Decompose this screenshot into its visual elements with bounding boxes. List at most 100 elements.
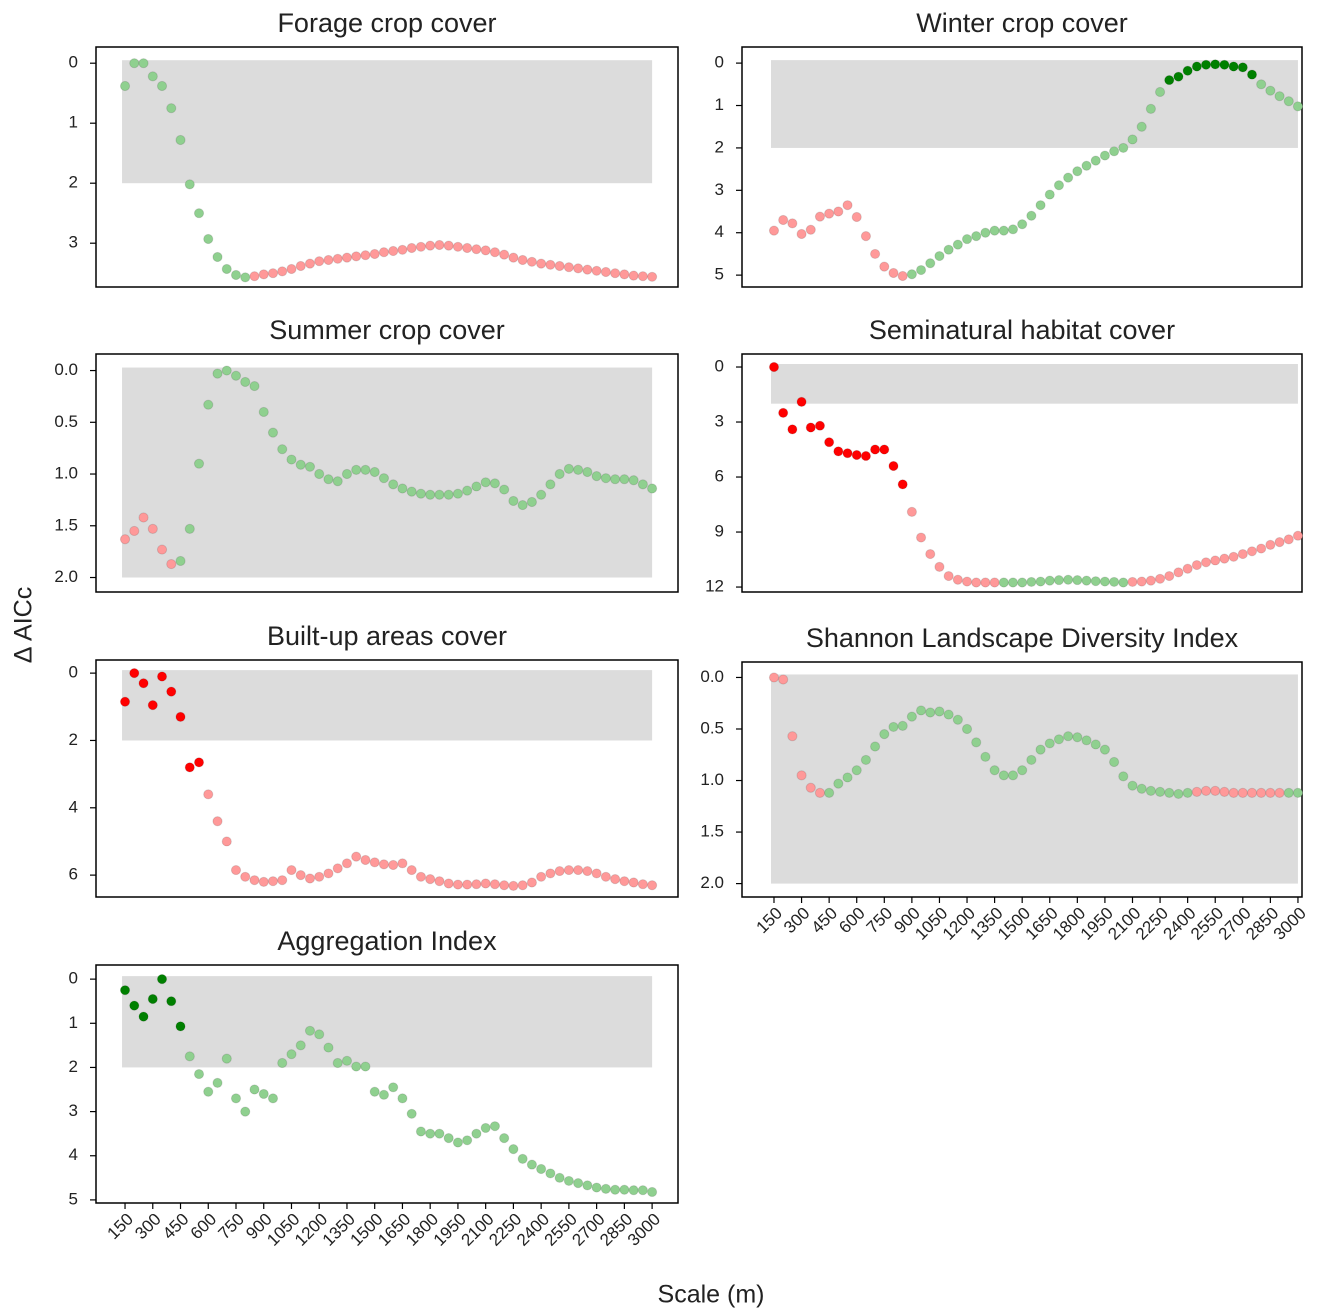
point (842, 448, 853, 459)
point (1118, 771, 1129, 782)
point (860, 231, 872, 242)
point (314, 256, 325, 267)
point (610, 268, 621, 279)
point (888, 267, 899, 279)
point (304, 461, 316, 472)
y-tick-label: 0.5 (700, 718, 724, 737)
point (637, 879, 648, 890)
point (434, 489, 445, 500)
point (508, 1144, 519, 1155)
point (351, 251, 362, 262)
point (184, 523, 195, 534)
point (471, 244, 482, 255)
point (360, 854, 371, 866)
point (1145, 575, 1156, 586)
plot-frame (741, 353, 1303, 593)
point (1154, 86, 1166, 98)
point (1044, 189, 1055, 200)
x-tick-label: 450 (159, 1210, 192, 1243)
point (1072, 732, 1083, 743)
point (425, 489, 436, 500)
point (915, 264, 927, 276)
point (166, 996, 177, 1007)
point (351, 1061, 362, 1072)
y-tick-label: 0.5 (54, 412, 78, 431)
point (1191, 786, 1202, 797)
point (360, 464, 371, 475)
point (1191, 559, 1202, 571)
panel-title: Shannon Landscape Diversity Index (806, 623, 1239, 653)
point (563, 463, 574, 474)
y-tick-label: 0 (69, 969, 78, 988)
point (600, 473, 611, 484)
point (934, 250, 945, 262)
point (554, 468, 565, 480)
point (314, 871, 325, 882)
y-tick-label: 3 (715, 412, 724, 431)
point (1127, 134, 1138, 145)
point (129, 58, 140, 69)
point (961, 233, 973, 245)
point (489, 879, 501, 890)
point (573, 464, 584, 475)
point (489, 247, 501, 258)
point (443, 878, 454, 889)
point (452, 241, 464, 252)
point (415, 1126, 427, 1137)
point (304, 258, 316, 269)
point (341, 252, 353, 263)
y-tick-label: 2 (69, 730, 78, 749)
point (814, 420, 826, 431)
point (897, 479, 908, 490)
panel-title: Summer crop cover (269, 315, 505, 345)
point (286, 1049, 297, 1060)
point (582, 1180, 593, 1191)
point (341, 1055, 353, 1066)
point (943, 570, 954, 582)
point (332, 253, 343, 264)
point (332, 1057, 343, 1069)
point (452, 1137, 464, 1148)
point (591, 1182, 602, 1193)
point (805, 422, 816, 433)
point (1200, 59, 1212, 70)
point (499, 484, 510, 495)
point (406, 864, 417, 876)
point (517, 880, 528, 891)
point (647, 1186, 658, 1198)
point (332, 863, 343, 874)
point (554, 260, 565, 272)
point (1090, 576, 1101, 587)
plot-frame (95, 964, 679, 1204)
reference-band (122, 60, 653, 184)
point (415, 241, 427, 252)
y-tick-label: 2.0 (54, 567, 78, 586)
point (628, 1185, 639, 1196)
point (1256, 787, 1267, 798)
point (1099, 744, 1111, 755)
x-tick-label: 300 (131, 1210, 164, 1243)
point (1072, 574, 1083, 586)
y-tick-label: 6 (715, 467, 724, 486)
point (1136, 121, 1147, 132)
point (879, 261, 890, 272)
point (833, 446, 844, 457)
point (1182, 563, 1193, 574)
point (1292, 787, 1304, 798)
point (267, 268, 279, 279)
point (600, 266, 611, 278)
point (415, 488, 427, 499)
point (582, 466, 593, 478)
point (295, 459, 306, 470)
point (175, 555, 186, 567)
point (998, 577, 1009, 588)
point (249, 1084, 260, 1095)
point (258, 876, 269, 887)
point (1127, 780, 1138, 791)
reference-band (770, 60, 1298, 148)
reference-band (122, 367, 653, 578)
point (295, 260, 306, 272)
point (1182, 787, 1193, 798)
y-tick-label: 1 (69, 1013, 78, 1032)
point (156, 80, 168, 92)
